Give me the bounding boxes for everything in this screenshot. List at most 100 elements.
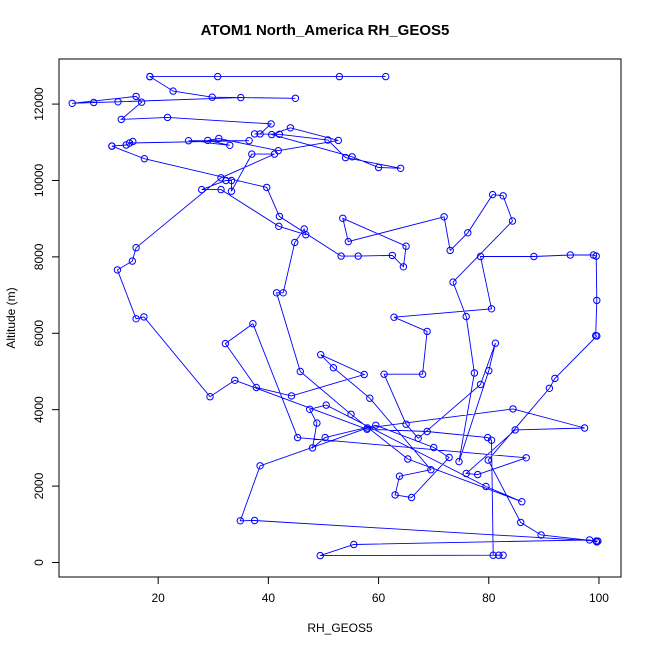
data-point <box>580 424 589 432</box>
data-point <box>291 94 300 103</box>
data-point <box>592 252 600 260</box>
x-tick-label-3: 80 <box>482 591 496 605</box>
x-axis: 20 40 60 80 100 <box>151 577 609 605</box>
data-point <box>129 137 137 146</box>
data-point <box>350 540 358 549</box>
data-point <box>329 364 338 372</box>
data-point <box>321 433 329 442</box>
data-point <box>122 141 130 149</box>
y-tick-label-0: 0 <box>32 559 46 566</box>
data-point <box>114 98 122 106</box>
data-point <box>204 136 212 145</box>
data-point <box>279 289 287 297</box>
x-tick-label-1: 40 <box>262 591 276 605</box>
data-point <box>146 72 154 81</box>
data-point <box>487 436 496 444</box>
data-point <box>423 427 431 436</box>
data-point <box>132 244 140 252</box>
data-point <box>470 369 479 377</box>
x-axis-label: RH_GEOS5 <box>307 621 373 635</box>
data-point <box>399 263 408 271</box>
data-point <box>337 252 345 260</box>
data-point <box>374 163 383 172</box>
data-point <box>488 190 497 199</box>
data-point <box>296 367 304 376</box>
data-point <box>113 266 122 274</box>
data-point <box>132 315 140 323</box>
data-point <box>237 93 245 102</box>
data-point <box>339 214 347 223</box>
data-point <box>268 130 276 139</box>
data-point <box>334 136 342 145</box>
data-point <box>495 551 503 559</box>
data-point <box>407 493 416 502</box>
data-point <box>227 187 236 195</box>
data-point <box>530 252 538 261</box>
data-point <box>128 257 137 265</box>
data-point <box>593 296 601 305</box>
data-point <box>236 517 245 525</box>
data-point <box>287 392 296 400</box>
data-point <box>391 491 399 499</box>
data-point <box>363 425 371 433</box>
data-point <box>117 115 126 124</box>
data-point <box>248 150 256 158</box>
data-point <box>169 87 177 95</box>
data-point <box>267 120 275 128</box>
data-point <box>347 410 355 418</box>
data-point <box>275 222 283 231</box>
data-point <box>518 498 526 506</box>
x-tick-label-4: 100 <box>589 591 609 605</box>
x-tick-label-0: 20 <box>151 591 165 605</box>
y-tick-label-6: 12000 <box>32 87 46 121</box>
data-point <box>440 213 448 221</box>
data-point <box>270 150 279 158</box>
data-point <box>491 339 500 347</box>
data-point <box>250 516 259 525</box>
data-point <box>485 367 493 375</box>
data-point <box>293 433 302 442</box>
data-point <box>348 153 356 161</box>
data-point <box>522 454 530 462</box>
data-point <box>476 380 485 389</box>
data-point <box>482 482 490 491</box>
data-point <box>484 433 492 442</box>
data-point <box>585 536 594 544</box>
data-point <box>390 313 398 321</box>
data-point <box>275 130 284 139</box>
data-point <box>372 421 380 429</box>
x-tick-label-2: 60 <box>372 591 386 605</box>
data-point <box>140 155 149 163</box>
data-point <box>396 164 405 173</box>
data-point <box>566 251 574 259</box>
data-point <box>366 394 374 402</box>
series-layer <box>68 72 602 560</box>
data-point <box>462 312 470 321</box>
data-point <box>427 466 435 474</box>
data-point <box>388 251 396 260</box>
data-point <box>316 551 324 560</box>
data-point <box>322 401 330 409</box>
y-axis-label: Altitude (m) <box>4 287 18 348</box>
data-point <box>275 212 284 221</box>
data-point <box>360 370 368 379</box>
data-point <box>132 92 140 101</box>
data-point <box>217 185 225 194</box>
data-point <box>68 99 76 108</box>
plot-frame <box>58 58 622 578</box>
data-point <box>302 231 310 239</box>
data-point <box>163 113 172 122</box>
data-point <box>462 469 470 478</box>
data-point <box>313 419 321 427</box>
y-tick-label-1: 2000 <box>32 472 46 499</box>
data-point <box>90 98 98 107</box>
data-point <box>108 142 116 150</box>
data-point <box>214 72 222 81</box>
data-point <box>593 332 601 340</box>
y-tick-label-4: 8000 <box>32 243 46 270</box>
y-tick-label-5: 10000 <box>32 163 46 197</box>
data-point <box>446 246 454 255</box>
data-point <box>206 393 214 401</box>
data-point <box>484 456 492 464</box>
y-tick-label-2: 4000 <box>32 396 46 423</box>
